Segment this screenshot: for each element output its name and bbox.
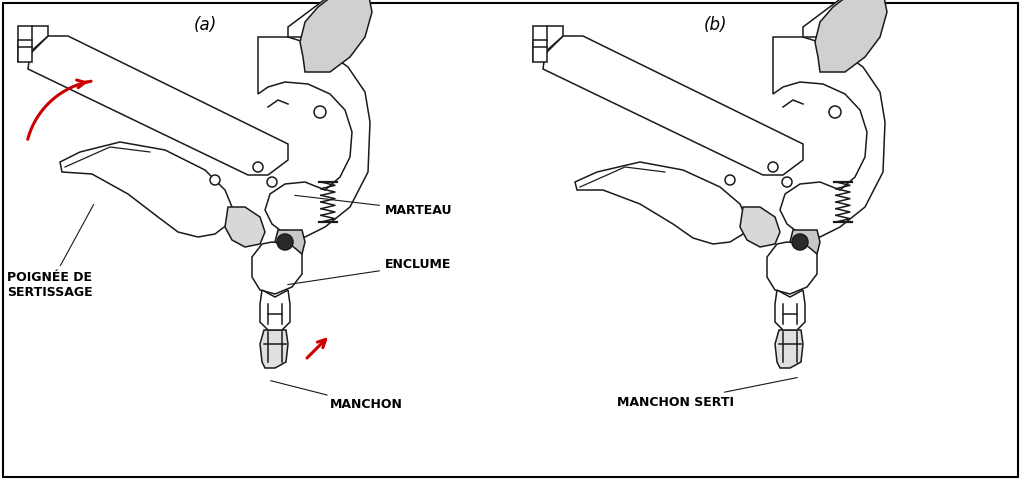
Polygon shape — [18, 26, 48, 62]
Text: POIGNÉE DE
SERTISSAGE: POIGNÉE DE SERTISSAGE — [7, 204, 94, 299]
Text: (a): (a) — [193, 16, 216, 34]
Polygon shape — [28, 36, 288, 175]
Polygon shape — [18, 26, 32, 62]
Circle shape — [792, 234, 808, 250]
Polygon shape — [563, 37, 800, 152]
Text: (b): (b) — [703, 16, 727, 34]
Text: MANCHON SERTI: MANCHON SERTI — [617, 378, 797, 408]
Circle shape — [210, 175, 220, 185]
Polygon shape — [260, 290, 290, 330]
Circle shape — [829, 106, 841, 118]
Polygon shape — [28, 37, 270, 167]
Polygon shape — [300, 0, 372, 72]
Polygon shape — [767, 242, 817, 294]
Polygon shape — [740, 207, 780, 247]
Text: MARTEAU: MARTEAU — [295, 195, 452, 216]
Polygon shape — [275, 230, 305, 254]
Polygon shape — [575, 162, 747, 244]
Circle shape — [277, 234, 293, 250]
Polygon shape — [260, 330, 288, 368]
Polygon shape — [225, 207, 265, 247]
Circle shape — [768, 162, 778, 172]
Circle shape — [314, 106, 326, 118]
Polygon shape — [258, 37, 370, 237]
Polygon shape — [815, 0, 887, 72]
Polygon shape — [803, 0, 887, 37]
Polygon shape — [775, 290, 805, 330]
Text: ENCLUME: ENCLUME — [288, 259, 451, 285]
Polygon shape — [533, 26, 563, 62]
Circle shape — [268, 177, 277, 187]
Polygon shape — [252, 242, 302, 294]
Circle shape — [782, 177, 792, 187]
Polygon shape — [773, 37, 885, 237]
Polygon shape — [543, 36, 803, 175]
Polygon shape — [775, 330, 803, 368]
Text: MANCHON: MANCHON — [271, 381, 403, 411]
Polygon shape — [790, 230, 820, 254]
Circle shape — [725, 175, 735, 185]
Polygon shape — [288, 0, 372, 37]
Polygon shape — [60, 142, 232, 237]
Polygon shape — [48, 37, 285, 152]
Polygon shape — [533, 26, 547, 62]
Polygon shape — [543, 37, 785, 167]
Circle shape — [253, 162, 263, 172]
